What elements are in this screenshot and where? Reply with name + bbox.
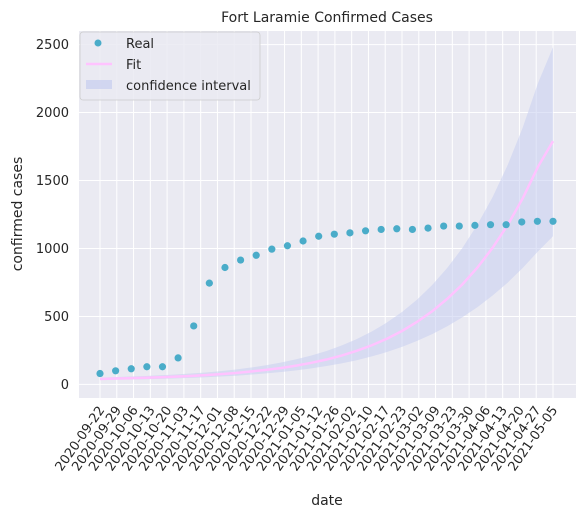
- legend-real-label: Real: [126, 37, 154, 52]
- legend-real-marker: [95, 40, 102, 47]
- real-point: [284, 242, 291, 249]
- x-tick-labels: 2020-09-222020-09-292020-10-062020-10-13…: [53, 404, 562, 475]
- real-point: [206, 280, 213, 287]
- real-point: [299, 237, 306, 244]
- real-point: [503, 221, 510, 228]
- real-point: [237, 256, 244, 263]
- real-point: [159, 363, 166, 370]
- real-point: [143, 363, 150, 370]
- y-tick-label: 500: [44, 310, 69, 325]
- real-point: [378, 226, 385, 233]
- real-point: [221, 264, 228, 271]
- y-tick-label: 1500: [36, 174, 69, 189]
- real-point: [393, 225, 400, 232]
- y-tick-label: 2500: [36, 38, 69, 53]
- real-point: [534, 218, 541, 225]
- y-tick-label: 0: [61, 378, 69, 393]
- real-point: [409, 226, 416, 233]
- real-point: [315, 233, 322, 240]
- real-point: [346, 229, 353, 236]
- real-point: [331, 231, 338, 238]
- y-tick-label: 2000: [36, 106, 69, 121]
- real-point: [268, 246, 275, 253]
- real-point: [518, 218, 525, 225]
- chart-title: Fort Laramie Confirmed Cases: [221, 10, 433, 26]
- real-point: [549, 218, 556, 225]
- real-point: [440, 222, 447, 229]
- legend-ci-label: confidence interval: [126, 79, 251, 94]
- legend-fit-label: Fit: [126, 58, 141, 73]
- legend-ci-patch: [86, 80, 112, 89]
- real-point: [128, 365, 135, 372]
- real-point: [253, 252, 260, 259]
- real-point: [424, 224, 431, 231]
- real-point: [175, 354, 182, 361]
- real-point: [96, 370, 103, 377]
- y-tick-labels: 0 500 1000 1500 2000 2500: [36, 38, 69, 393]
- x-axis-label: date: [311, 493, 343, 509]
- y-axis-label: confirmed cases: [10, 157, 26, 272]
- real-point: [456, 222, 463, 229]
- real-point: [362, 227, 369, 234]
- legend: Real Fit confidence interval: [80, 32, 260, 100]
- real-point: [487, 221, 494, 228]
- real-point: [190, 322, 197, 329]
- real-point: [471, 222, 478, 229]
- y-tick-label: 1000: [36, 242, 69, 257]
- real-point: [112, 367, 119, 374]
